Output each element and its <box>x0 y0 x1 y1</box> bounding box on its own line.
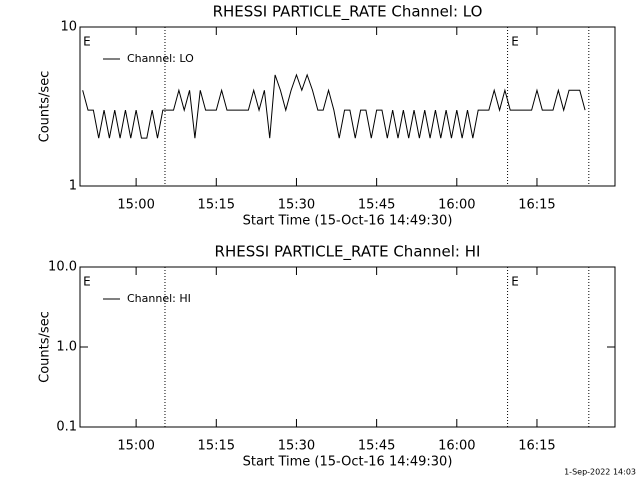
flag-label: E <box>83 35 91 49</box>
footer: 1-Sep-2022 14:03 <box>564 468 636 477</box>
x-tick-label: 15:00 <box>117 198 154 213</box>
x-tick-label: 15:45 <box>358 439 395 454</box>
x-tick-label: 15:30 <box>278 439 315 454</box>
flag-label: E <box>83 275 91 289</box>
y-axis-label: Counts/sec <box>38 311 53 383</box>
x-tick-label: 16:00 <box>438 198 475 213</box>
y-axis-label: Counts/sec <box>38 71 53 143</box>
y-tick-label: 1 <box>69 179 77 194</box>
plot-frame <box>79 26 616 187</box>
x-tick-label: 15:00 <box>117 439 154 454</box>
x-axis-label: Start Time (15-Oct-16 14:49:30) <box>243 455 453 470</box>
y-tick-label: 1.0 <box>56 340 77 355</box>
flag-label: E <box>511 275 519 289</box>
y-tick-label: 0.1 <box>56 420 77 435</box>
x-tick-label: 15:15 <box>198 198 235 213</box>
x-tick-label: 15:15 <box>198 439 235 454</box>
data-line <box>82 73 586 139</box>
legend-label: Channel: HI <box>127 292 191 305</box>
flag-label: E <box>511 35 519 49</box>
x-axis-label: Start Time (15-Oct-16 14:49:30) <box>243 214 453 229</box>
x-tick-label: 16:00 <box>438 439 475 454</box>
y-tick-label: 10.0 <box>48 260 77 275</box>
x-tick-label: 15:45 <box>358 198 395 213</box>
x-tick-label: 15:30 <box>278 198 315 213</box>
x-tick-label: 16:15 <box>518 198 555 213</box>
chart-title: RHESSI PARTICLE_RATE Channel: LO <box>213 3 483 22</box>
chart-title: RHESSI PARTICLE_RATE Channel: HI <box>215 243 481 262</box>
y-tick-label: 10 <box>60 20 77 35</box>
x-tick-label: 16:15 <box>518 439 555 454</box>
legend-label: Channel: LO <box>127 52 194 65</box>
